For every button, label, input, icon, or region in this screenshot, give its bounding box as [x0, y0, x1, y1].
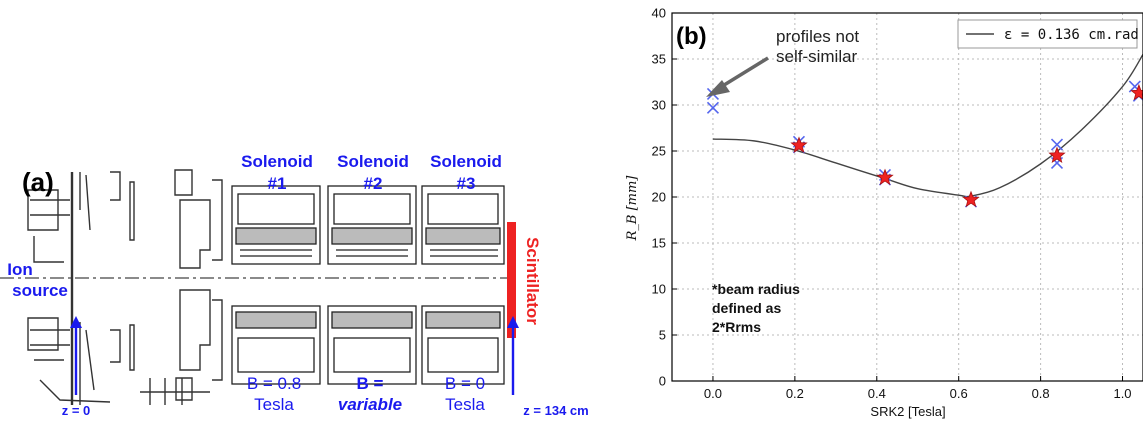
scintillator-bar: [507, 222, 516, 338]
solenoid-2-field: B =: [357, 374, 384, 393]
scintillator-label: Scintillator: [523, 237, 542, 325]
annotation-line-1: profiles not: [776, 27, 859, 46]
solenoid-3-field: B = 0: [445, 374, 485, 393]
ion-source-label-2: source: [12, 281, 68, 300]
z-end-marker: [507, 316, 519, 395]
legend: ε = 0.136 cm.rad: [957, 19, 1139, 49]
x-tick-label: 0.2: [786, 386, 804, 401]
x-axis-label: SRK2 [Tesla]: [870, 404, 945, 419]
solenoid-3-name: Solenoid: [430, 152, 502, 171]
ion-source-drawing: [27, 171, 210, 405]
connector-drawing: [174, 169, 223, 401]
legend-label: ε = 0.136 cm.rad: [1004, 27, 1139, 43]
note-line-3: 2*Rrms: [712, 319, 761, 335]
x-tick-label: 0.4: [868, 386, 886, 401]
star-point: [790, 136, 808, 153]
solenoid-bodies: [231, 185, 505, 385]
note-line-2: defined as: [712, 300, 781, 316]
z-start-marker: [70, 316, 82, 395]
note-line-1: *beam radius: [712, 281, 800, 297]
panel-b-label: (b): [676, 23, 707, 50]
chart-plot-area: [706, 54, 1143, 208]
solenoid-1-body: [231, 185, 321, 385]
y-tick-label: 15: [652, 236, 666, 251]
solenoid-2-name: Solenoid: [337, 152, 409, 171]
star-point: [876, 168, 894, 186]
y-tick-label: 30: [652, 98, 666, 113]
y-tick-label: 40: [652, 6, 666, 21]
panel-a: (a) Ion source Solenoid #1 Solenoid #2 S…: [0, 152, 589, 418]
x-tick-label: 1.0: [1113, 386, 1131, 401]
solenoid-3-unit: Tesla: [445, 395, 485, 414]
y-tick-label: 0: [659, 374, 666, 389]
annotation-arrow: [706, 56, 769, 97]
solenoid-3-body: [421, 185, 505, 385]
y-tick-label: 25: [652, 144, 666, 159]
ion-source-label-1: Ion: [7, 260, 33, 279]
solenoid-1-number: #1: [268, 174, 287, 193]
solenoid-2-variable: variable: [338, 395, 402, 414]
solenoid-1-unit: Tesla: [254, 395, 294, 414]
cross-point: [706, 101, 720, 114]
star-series: [790, 83, 1143, 208]
star-point: [1048, 146, 1066, 164]
annotation-line-2: self-similar: [776, 47, 858, 66]
star-point: [962, 190, 980, 208]
solenoid-2-body: [327, 185, 417, 385]
solenoid-1-field: B = 0.8: [247, 374, 301, 393]
star-point: [1130, 83, 1143, 101]
y-tick-label: 10: [652, 282, 666, 297]
x-tick-label: 0.0: [704, 386, 722, 401]
y-tick-label: 5: [659, 328, 666, 343]
z-start-label: z = 0: [62, 403, 91, 418]
y-tick-label: 20: [652, 190, 666, 205]
y-tick-label: 35: [652, 52, 666, 67]
chart-frame: [671, 12, 1143, 382]
y-axis-label: R_B [mm]: [625, 175, 640, 242]
panel-a-label: (a): [22, 167, 54, 197]
fit-curve: [712, 54, 1143, 198]
panel-b: 0.0 0.2 0.4 0.6 0.8 1.0 0 5 10 15 20 25 30 35 40 (b) p…: [625, 6, 1143, 419]
x-tick-label: 0.6: [950, 386, 968, 401]
solenoid-2-number: #2: [364, 174, 383, 193]
chart-ticks: 0.0 0.2 0.4 0.6 0.8 1.0 0 5 10 15 20 25 30 35 40: [652, 6, 1132, 402]
z-end-label: z = 134 cm: [523, 403, 588, 418]
solenoid-1-name: Solenoid: [241, 152, 313, 171]
x-tick-label: 0.8: [1032, 386, 1050, 401]
solenoid-3-number: #3: [457, 174, 476, 193]
cross-point: [1050, 138, 1064, 151]
